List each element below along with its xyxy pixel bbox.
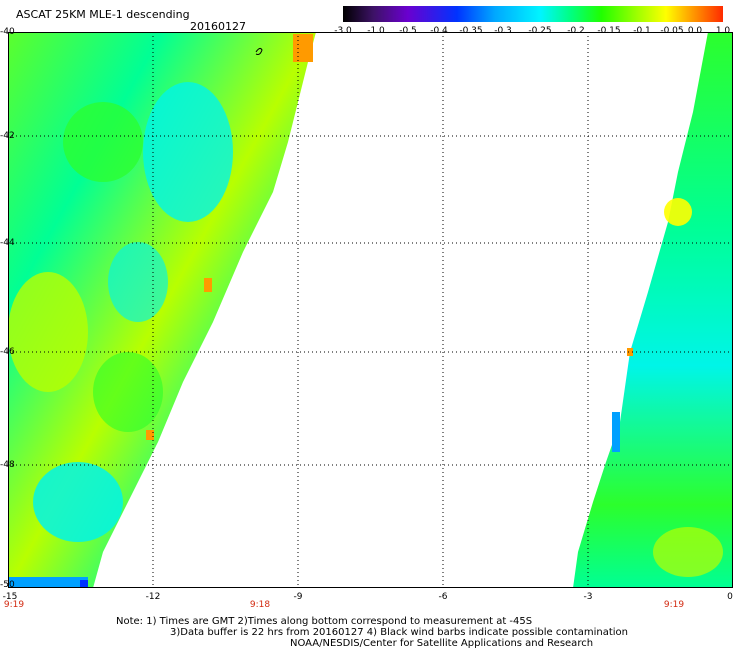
note-line-1: Note: 1) Times are GMT 2)Times along bot… (116, 616, 533, 627)
swath-patch (204, 278, 212, 292)
y-axis-label: -46 (0, 347, 15, 357)
swath-patch (108, 242, 168, 322)
colorbar-label: -0.4 (430, 26, 448, 36)
colorbar-label: -1.0 (367, 26, 385, 36)
swath-patch (8, 272, 88, 392)
x-axis-label: -3 (583, 592, 593, 602)
time-label-middle: 9:18 (249, 600, 271, 610)
graticule (8, 32, 733, 588)
colorbar-label: -0.3 (494, 26, 512, 36)
note-line-3: NOAA/NESDIS/Center for Satellite Applica… (290, 638, 594, 649)
swath-patch (33, 462, 123, 542)
colorbar-label: -0.35 (459, 26, 483, 36)
swath-patch (143, 82, 233, 222)
plot-frame (8, 32, 733, 588)
colorbar-label: -0.1 (633, 26, 651, 36)
colorbar-label: 0.0 (687, 26, 703, 36)
map-title: ASCAT 25KM MLE-1 descending (16, 8, 190, 21)
x-axis-label: -9 (293, 592, 303, 602)
y-axis-label: -48 (0, 460, 15, 470)
colorbar-label: -0.15 (597, 26, 621, 36)
swath-patch (146, 430, 154, 440)
colorbar-gradient (343, 6, 723, 22)
swath-patch (612, 412, 620, 452)
map-date: 20160127 (190, 20, 246, 33)
colorbar-label: -0.5 (399, 26, 417, 36)
swath-patch (8, 577, 88, 588)
x-axis-label: 0 (727, 592, 733, 602)
swath-patch (653, 527, 723, 577)
y-axis-label: -42 (0, 131, 15, 141)
swath-patch (80, 580, 88, 588)
colorbar-labels: -3.0 -1.0 -0.5 -0.4 -0.35 -0.3 -0.25 -0.… (320, 26, 740, 40)
time-label-right: 9:19 (663, 600, 685, 610)
swath-patch (627, 348, 633, 356)
colorbar-label: -3.0 (334, 26, 352, 36)
colorbar (343, 6, 723, 22)
map-canvas (8, 32, 733, 588)
swath-patch (63, 102, 143, 182)
x-axis-label: -6 (438, 592, 448, 602)
y-axis-label: -44 (0, 238, 15, 248)
colorbar-label: -0.2 (567, 26, 585, 36)
east-swath (573, 32, 733, 588)
wind-barb (255, 47, 263, 55)
time-label-left: 9:19 (3, 600, 25, 610)
swath-patch (93, 352, 163, 432)
map-plot-area[interactable] (8, 32, 733, 588)
x-axis-label: -12 (145, 592, 161, 602)
swath-patch (664, 198, 692, 226)
x-axis-label: -15 (2, 592, 18, 602)
swath-patch (293, 34, 313, 62)
colorbar-label: -0.05 (660, 26, 684, 36)
y-axis-label: -40 (0, 27, 15, 37)
y-axis-label: -50 (0, 580, 15, 590)
note-line-2: 3)Data buffer is 22 hrs from 20160127 4)… (170, 627, 628, 638)
colorbar-label: -0.25 (528, 26, 552, 36)
colorbar-label: 1.0 (715, 26, 731, 36)
